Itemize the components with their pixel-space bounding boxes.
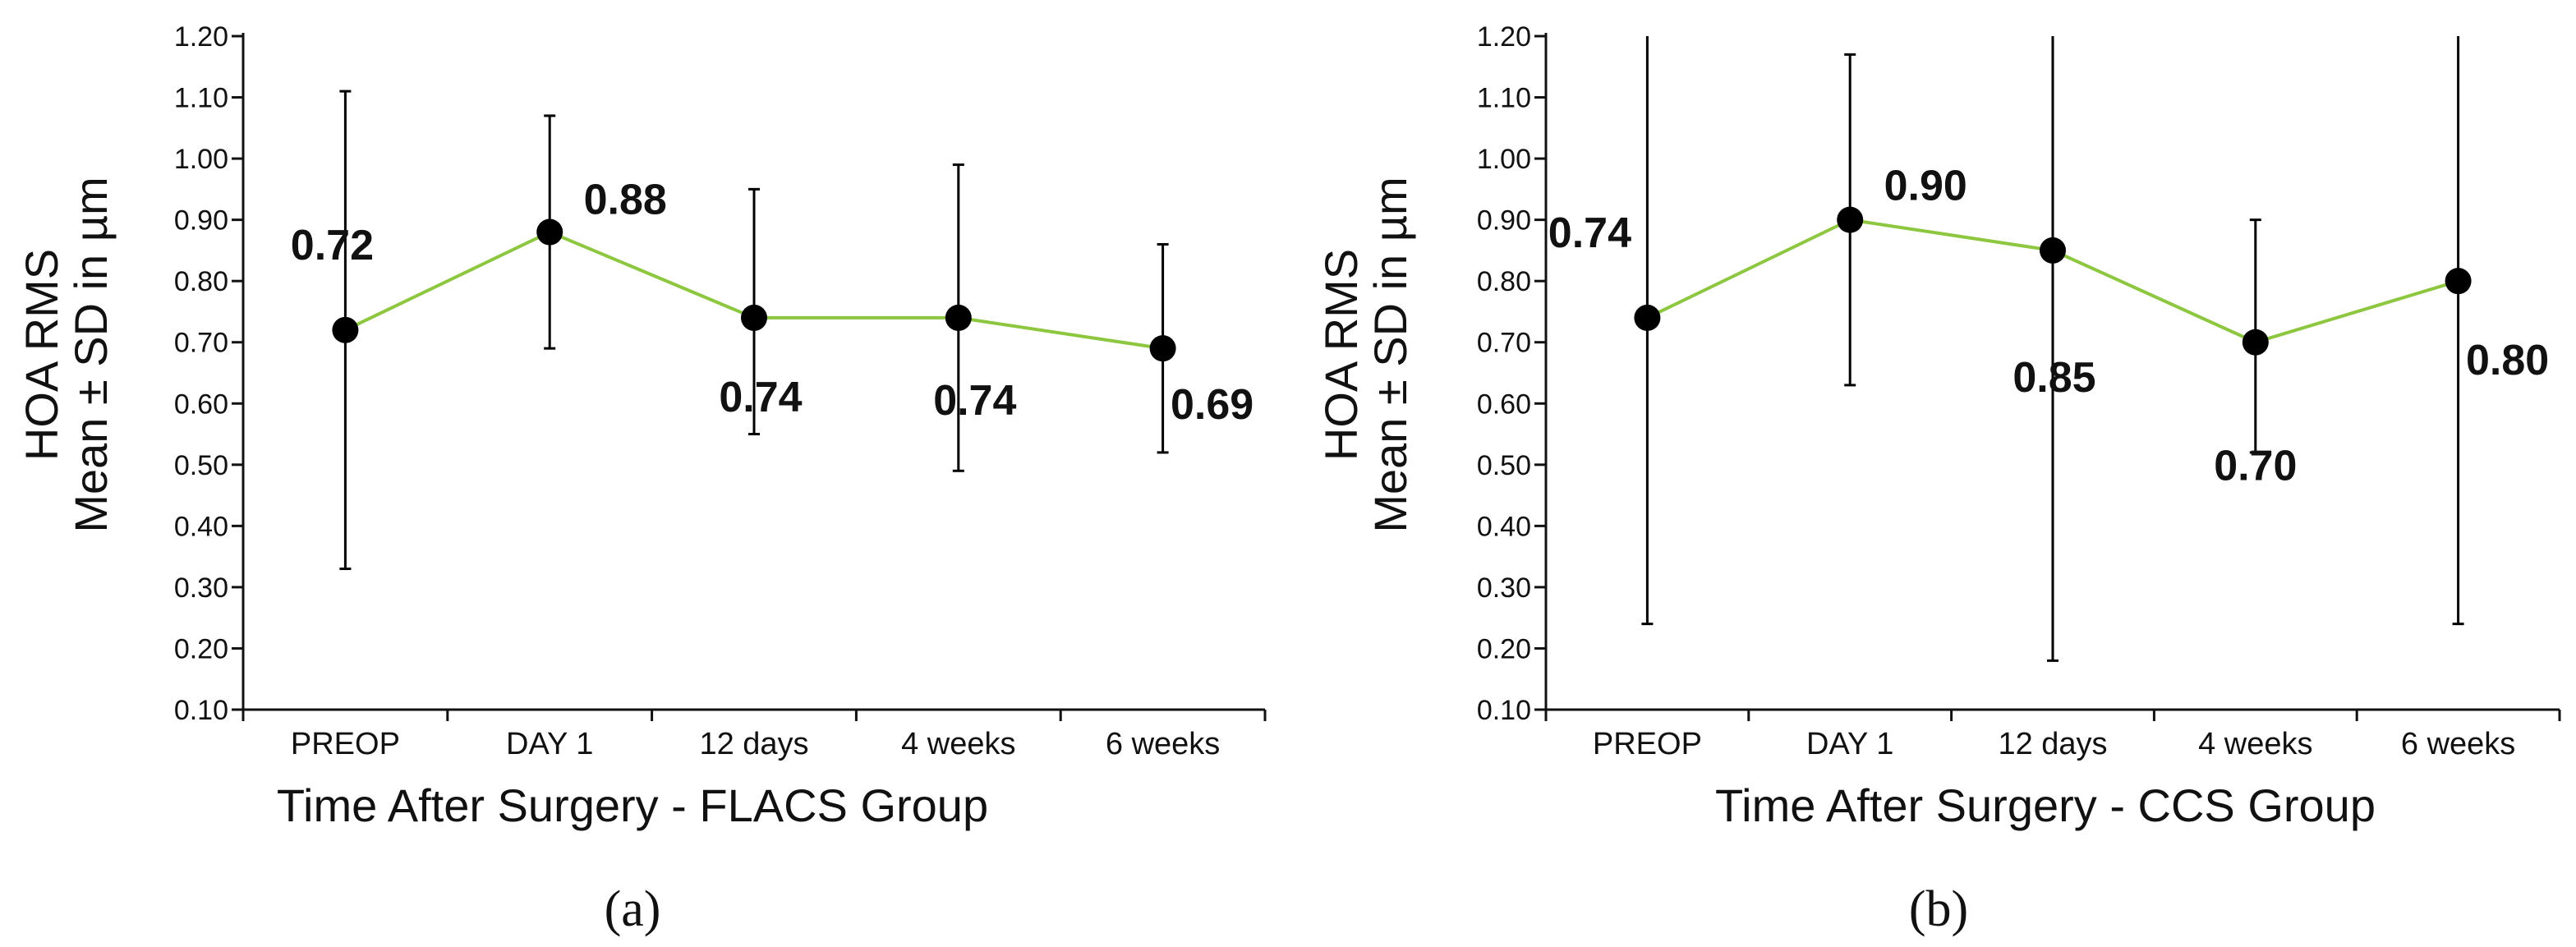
data-label: 0.72 bbox=[291, 222, 374, 269]
y-tick-label: 0.30 bbox=[174, 572, 228, 604]
y-axis-label-line1: HOA RMS bbox=[1315, 249, 1367, 461]
y-tick-label: 0.70 bbox=[1477, 328, 1531, 359]
panel-label: (a) bbox=[605, 881, 661, 937]
y-tick-label: 0.40 bbox=[174, 511, 228, 542]
y-tick-label: 0.80 bbox=[1477, 266, 1531, 297]
chart-panel-a: HOA RMS Mean ± SD in µm 0.10 0.20 0.30 0.40… bbox=[16, 21, 1267, 937]
data-point bbox=[2040, 237, 2066, 264]
y-tick-label: 1.00 bbox=[174, 144, 228, 175]
y-tick-label: 1.20 bbox=[174, 21, 228, 53]
data-point bbox=[536, 218, 564, 246]
y-tick-label: 0.90 bbox=[174, 205, 228, 237]
data-label: 0.90 bbox=[1884, 163, 1967, 210]
data-label: 0.80 bbox=[2466, 337, 2549, 384]
y-tick-label: 0.70 bbox=[174, 328, 228, 359]
data-label: 0.88 bbox=[584, 177, 667, 224]
y-tick-label: 1.10 bbox=[1477, 83, 1531, 114]
x-tick-label: 12 days bbox=[1998, 727, 2107, 761]
x-tick-label: 12 days bbox=[699, 727, 808, 761]
x-axis-label: Time After Surgery - CCS Group bbox=[1715, 779, 2376, 831]
data-point bbox=[2242, 329, 2269, 356]
x-tick-label: 6 weeks bbox=[1106, 727, 1220, 761]
x-tick-label: DAY 1 bbox=[1806, 727, 1893, 761]
y-tick-label: 0.60 bbox=[1477, 388, 1531, 420]
y-tick-label: 0.90 bbox=[1477, 205, 1531, 237]
y-axis-label-line2: Mean ± SD in µm bbox=[65, 177, 117, 532]
x-tick-label: PREOP bbox=[291, 727, 400, 761]
data-label: 0.74 bbox=[719, 374, 802, 421]
data-label: 0.74 bbox=[1548, 209, 1631, 257]
y-tick-label: 0.20 bbox=[1477, 633, 1531, 664]
plot-area: 0.72 0.88 0.74 0.74 0.69 bbox=[291, 90, 1254, 571]
data-point bbox=[1837, 206, 1864, 233]
y-tick-label: 0.50 bbox=[1477, 450, 1531, 481]
data-point bbox=[1634, 304, 1661, 331]
y-tick-label: 0.30 bbox=[1477, 572, 1531, 604]
y-tick-label: 0.80 bbox=[174, 266, 228, 297]
x-tick-label: PREOP bbox=[1593, 727, 1702, 761]
y-axis-label-line2: Mean ± SD in µm bbox=[1364, 177, 1416, 532]
y-tick-label: 0.10 bbox=[174, 695, 228, 726]
x-tick-label: 6 weeks bbox=[2401, 727, 2515, 761]
y-tick-label: 1.20 bbox=[1477, 21, 1531, 53]
plot-area: 0.74 0.90 0.85 0.70 0.80 bbox=[1548, 36, 2549, 662]
x-axis-label: Time After Surgery - FLACS Group bbox=[277, 779, 988, 831]
data-label: 0.74 bbox=[933, 377, 1016, 425]
x-tick-label: 4 weeks bbox=[2198, 727, 2312, 761]
x-tick-label: DAY 1 bbox=[506, 727, 593, 761]
axes: 0.10 0.20 0.30 0.40 0.50 0.60 0.70 0.80 0.90 1.00… bbox=[174, 21, 1267, 761]
x-tick-label: 4 weeks bbox=[901, 727, 1015, 761]
chart-panel-b: HOA RMS Mean ± SD in µm 0.10 0.20 0.30 0.40… bbox=[1315, 21, 2561, 937]
axes: 0.10 0.20 0.30 0.40 0.50 0.60 0.70 0.80 0.90 1.00… bbox=[1477, 21, 2561, 761]
data-label: 0.69 bbox=[1171, 381, 1254, 429]
data-point bbox=[741, 304, 767, 331]
y-tick-label: 0.50 bbox=[174, 450, 228, 481]
y-tick-label: 0.10 bbox=[1477, 695, 1531, 726]
panel-label: (b) bbox=[1909, 881, 1968, 937]
data-label: 0.85 bbox=[2012, 354, 2095, 402]
data-point bbox=[2445, 268, 2472, 295]
y-tick-label: 0.40 bbox=[1477, 511, 1531, 542]
y-tick-label: 1.10 bbox=[174, 83, 228, 114]
y-axis-label-line1: HOA RMS bbox=[16, 249, 67, 461]
data-point bbox=[1149, 335, 1176, 362]
y-tick-label: 0.20 bbox=[174, 633, 228, 664]
data-point bbox=[945, 304, 972, 331]
data-point bbox=[332, 316, 359, 343]
y-tick-label: 1.00 bbox=[1477, 144, 1531, 175]
y-tick-label: 0.60 bbox=[174, 388, 228, 420]
data-label: 0.70 bbox=[2214, 443, 2297, 490]
